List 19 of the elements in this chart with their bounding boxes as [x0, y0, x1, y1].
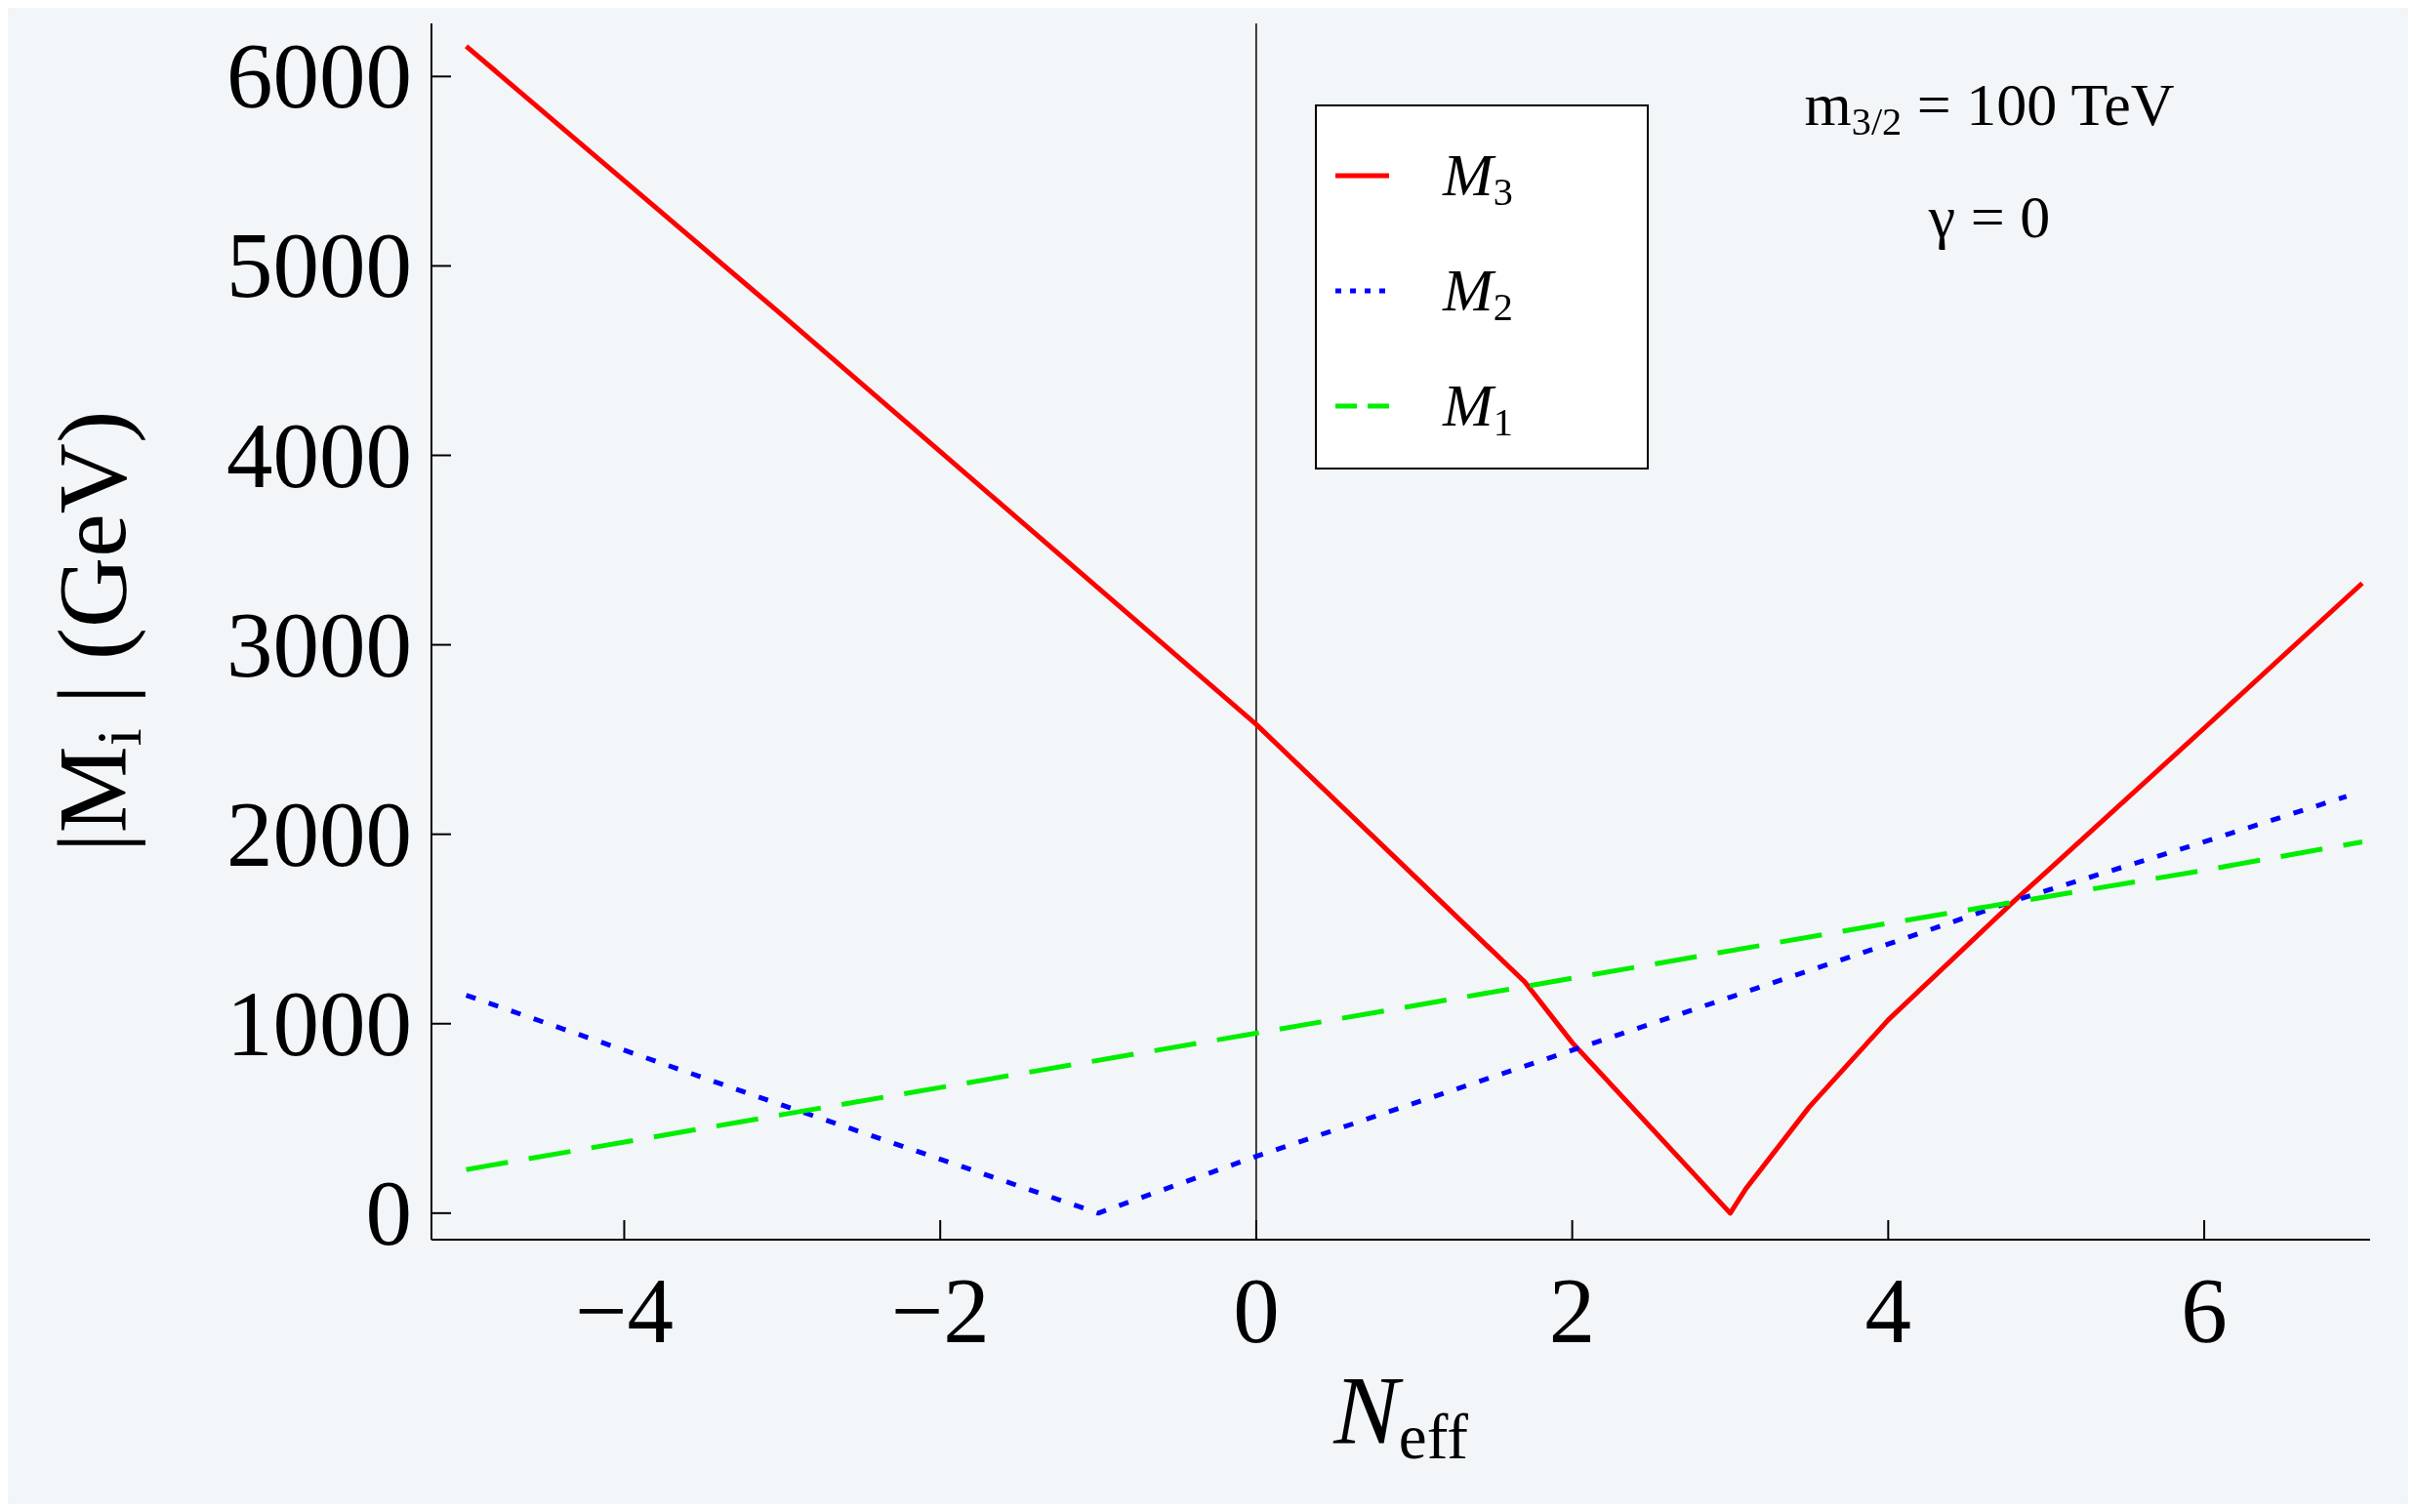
y-tick-label: 0 — [365, 1161, 412, 1265]
x-tick-label: 0 — [1233, 1259, 1280, 1363]
x-tick-label: 2 — [1548, 1259, 1596, 1363]
y-tick-label: 6000 — [226, 24, 412, 129]
annotation: m$_{3/2}$ = 100 TeV — [1804, 71, 2175, 143]
y-tick-label: 5000 — [226, 214, 412, 318]
y-tick-label: 4000 — [226, 403, 412, 508]
x-axis-title: N$_{eff}$ — [1332, 1356, 1469, 1473]
legend-label: M$_{2}$ — [1442, 257, 1513, 329]
y-tick-label: 3000 — [226, 593, 412, 697]
x-tick-label: 4 — [1864, 1259, 1912, 1363]
legend-label: M$_{1}$ — [1442, 372, 1513, 444]
x-tick-label: 6 — [2181, 1259, 2228, 1363]
annotation: γ = 0 — [1927, 184, 2051, 250]
y-tick-label: 2000 — [226, 782, 412, 886]
legend-label: M$_{3}$ — [1442, 142, 1513, 214]
x-tick-label: −2 — [890, 1259, 990, 1363]
y-tick-label: 1000 — [226, 971, 412, 1076]
x-tick-label: −4 — [574, 1259, 675, 1363]
